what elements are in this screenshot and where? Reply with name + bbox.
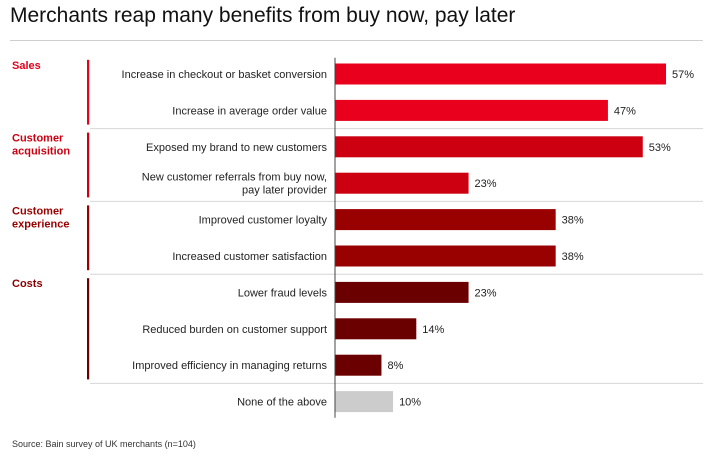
data-label: 57% (672, 69, 694, 81)
bar (335, 391, 394, 413)
group-label-line: Customer (12, 205, 64, 217)
group-label: Customer experience (12, 205, 69, 230)
group-label-line: Customer (12, 133, 64, 145)
group-accent-bar (87, 59, 90, 125)
group-accent-bar (87, 205, 90, 271)
category-label-line: New customer referrals from buy now, (142, 172, 327, 184)
category-label-line: Increase in average order value (172, 105, 327, 117)
data-label: 23% (475, 287, 497, 299)
category-label-line: Increase in checkout or basket conversio… (122, 69, 327, 81)
group-label-line: acquisition (12, 146, 70, 158)
data-label: 47% (614, 105, 636, 117)
group-accent-bar (87, 278, 90, 380)
group-label-line: Costs (12, 278, 43, 290)
bar (335, 136, 643, 158)
category-label-line: Reduced burden on customer support (142, 324, 327, 336)
group-label: Sales (12, 60, 41, 72)
bar (335, 245, 556, 267)
category-label-line: None of the above (237, 397, 327, 409)
bar (335, 318, 417, 340)
data-label: 23% (475, 178, 497, 190)
group-label: Customer acquisition (12, 133, 70, 158)
category-label: Exposed my brand to new customers (146, 142, 327, 154)
category-label-line: pay later provider (242, 185, 327, 197)
data-label: 38% (562, 251, 584, 263)
bar (335, 354, 382, 376)
chart-title: Merchants reap many benefits from buy no… (10, 4, 516, 27)
group-label-line: Sales (12, 60, 41, 72)
group-accent-bar (87, 132, 90, 198)
bar (335, 209, 556, 231)
category-label-line: Improved customer loyalty (199, 215, 328, 227)
group-label: Costs (12, 278, 43, 290)
data-label: 53% (649, 142, 671, 154)
bar (335, 63, 666, 85)
category-label: Reduced burden on customer support (142, 324, 327, 336)
data-label: 8% (387, 360, 403, 372)
bar (335, 281, 469, 303)
category-label: None of the above (237, 397, 327, 409)
category-label-line: Increased customer satisfaction (172, 251, 327, 263)
source-note: Source: Bain survey of UK merchants (n=1… (12, 439, 196, 449)
category-label: Improved efficiency in managing returns (132, 360, 327, 372)
bar (335, 172, 469, 194)
group-label-line: experience (12, 218, 69, 230)
data-label: 38% (562, 215, 584, 227)
category-label: Increased customer satisfaction (172, 251, 327, 263)
title-divider (10, 40, 703, 41)
category-label: Improved customer loyalty (199, 215, 328, 227)
bar (335, 99, 608, 121)
category-label-line: Exposed my brand to new customers (146, 142, 327, 154)
category-label: New customer referrals from buy now, pay … (142, 172, 328, 197)
category-label: Increase in checkout or basket conversio… (122, 69, 327, 81)
data-label: 14% (422, 324, 444, 336)
category-label-line: Improved efficiency in managing returns (132, 360, 327, 372)
category-label: Lower fraud levels (238, 287, 328, 299)
data-label: 10% (399, 397, 421, 409)
category-label: Increase in average order value (172, 105, 327, 117)
category-label-line: Lower fraud levels (238, 287, 328, 299)
